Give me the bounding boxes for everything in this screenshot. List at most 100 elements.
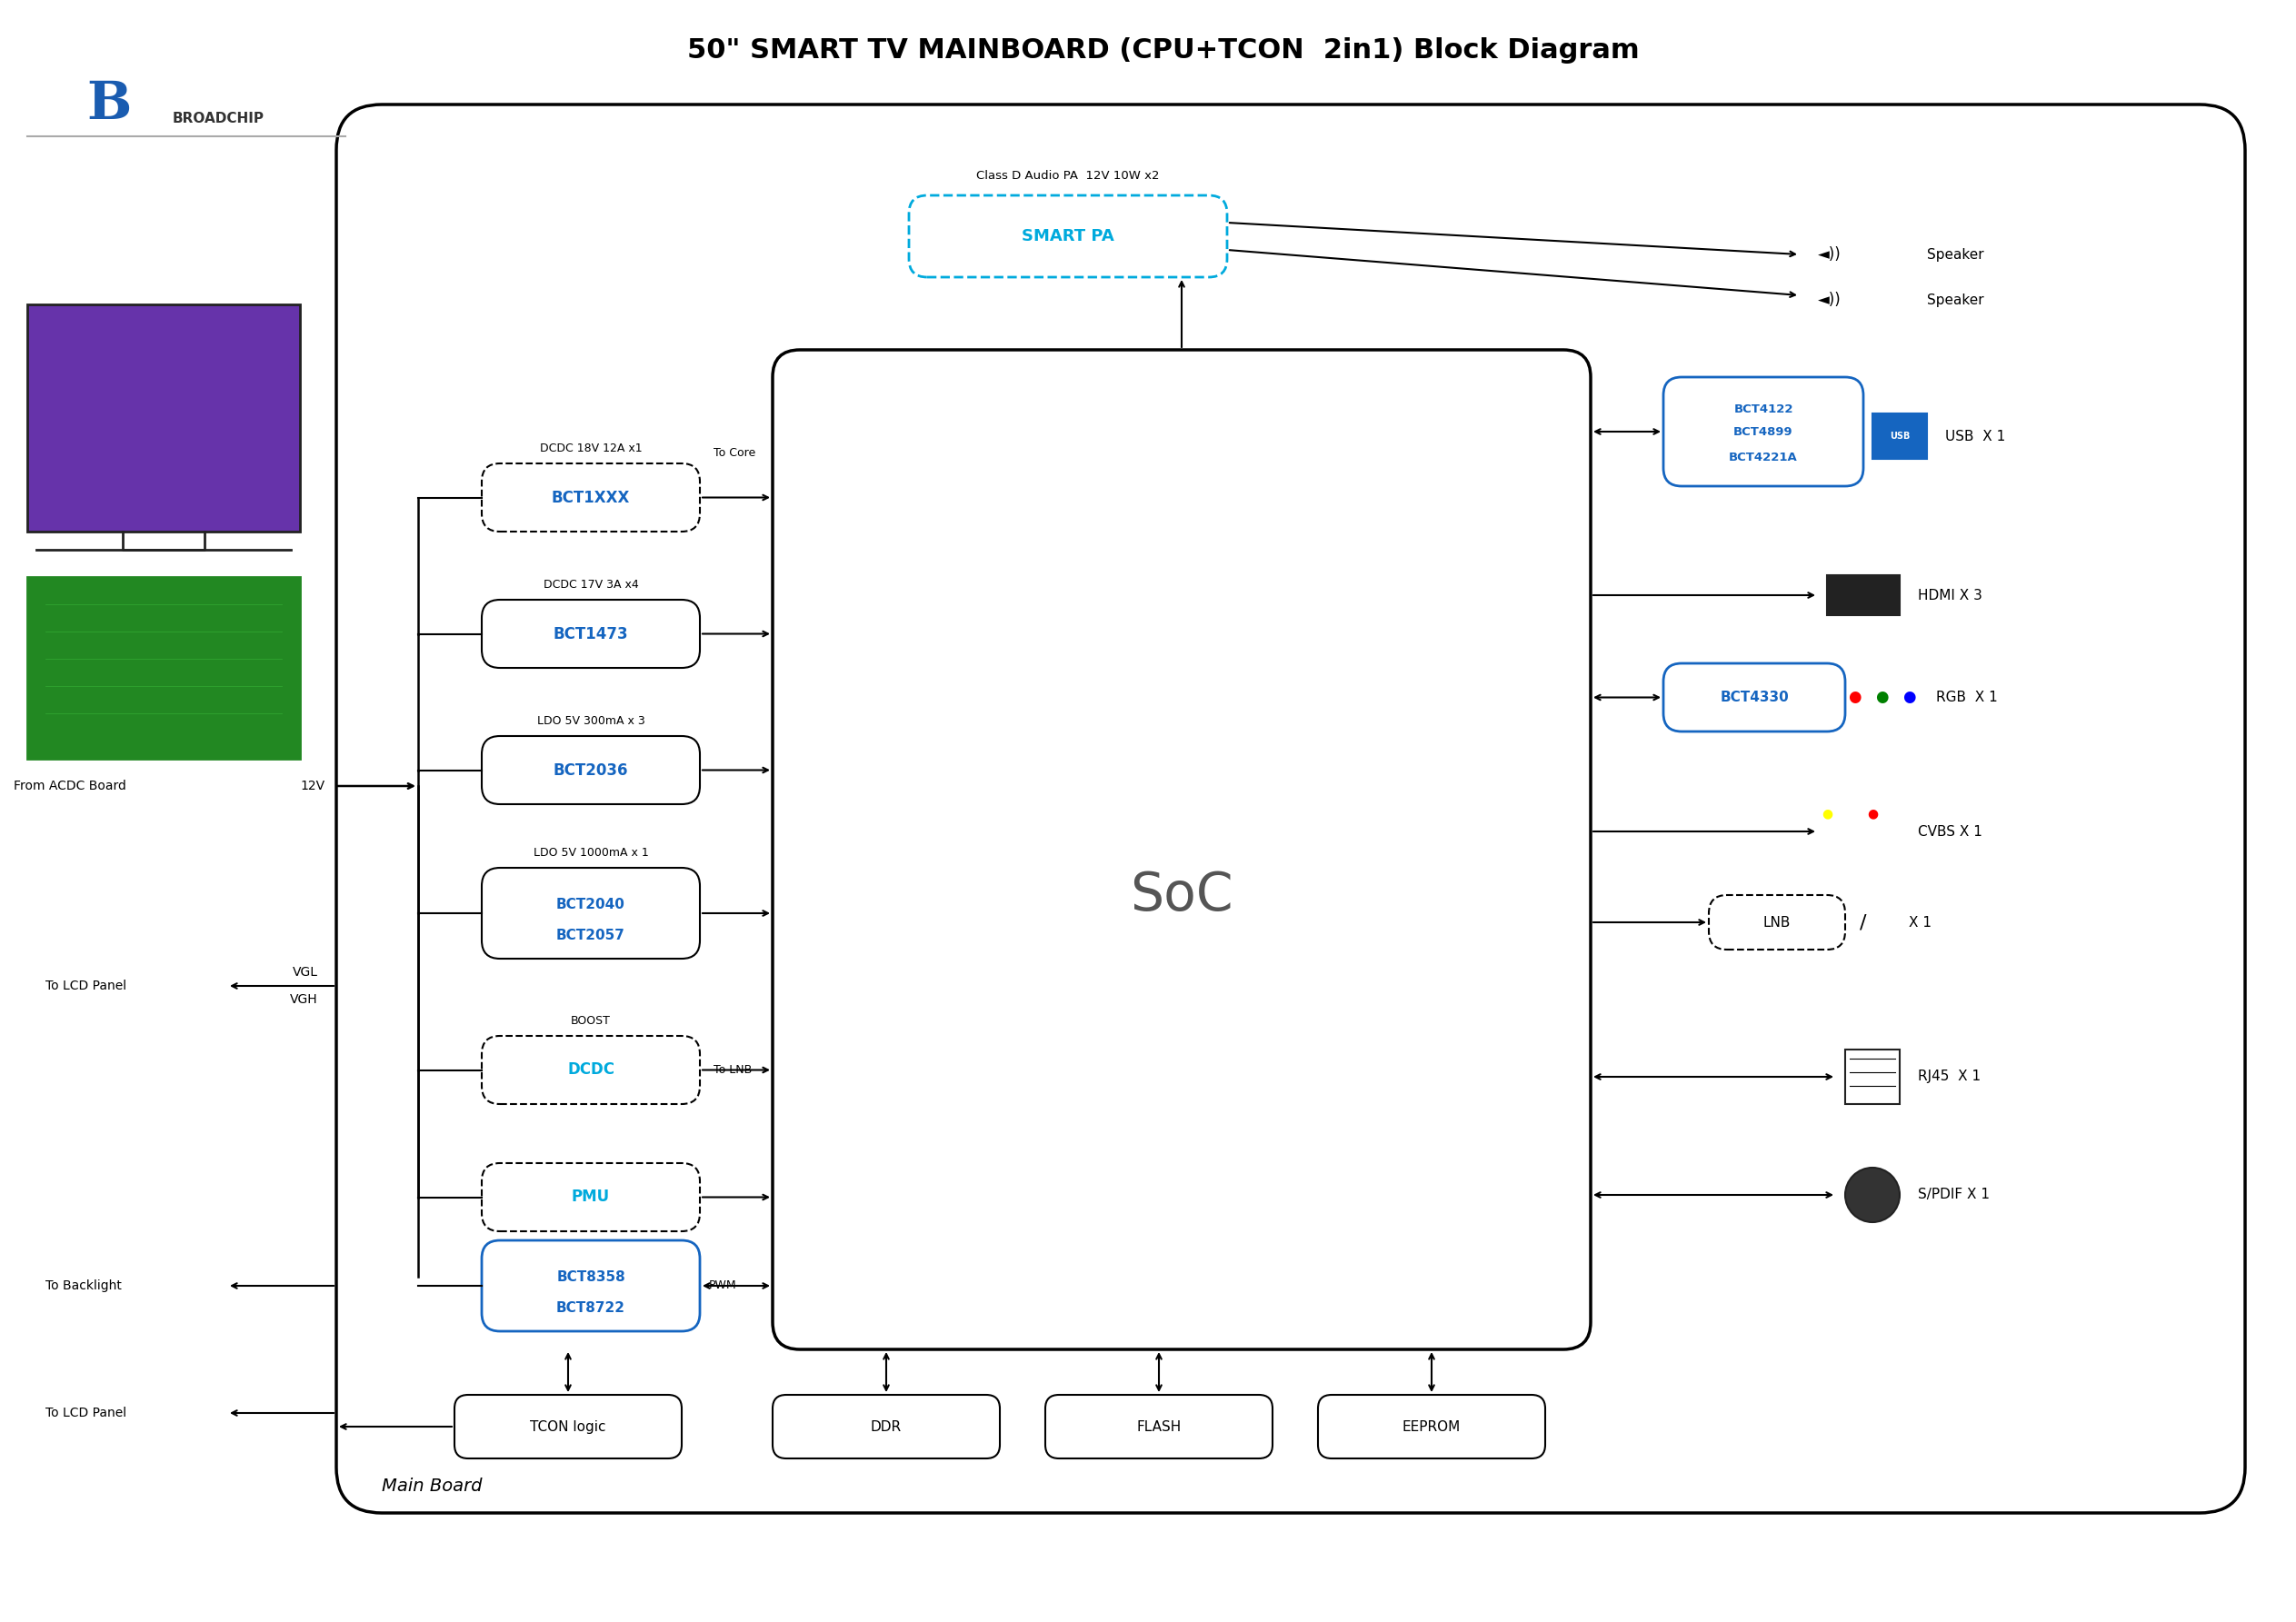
Text: SoC: SoC (1130, 869, 1233, 921)
FancyBboxPatch shape (482, 1241, 700, 1332)
Text: X 1: X 1 (1908, 915, 1931, 929)
FancyBboxPatch shape (482, 736, 700, 805)
Bar (1846, 1049, 1899, 1105)
Text: B: B (377, 1085, 441, 1158)
Text: B: B (1968, 722, 2032, 795)
Text: B: B (877, 722, 941, 795)
Text: DDR: DDR (870, 1419, 902, 1434)
Text: 50" SMART TV MAINBOARD (CPU+TCON  2in1) Block Diagram: 50" SMART TV MAINBOARD (CPU+TCON 2in1) B… (687, 37, 1639, 63)
Text: SMART PA: SMART PA (1022, 229, 1114, 245)
Text: To LCD Panel: To LCD Panel (46, 1406, 126, 1419)
Text: Main Board: Main Board (381, 1478, 482, 1494)
Text: DCDC 18V 12A x1: DCDC 18V 12A x1 (540, 443, 643, 454)
Text: BROADCHIP: BROADCHIP (2007, 1171, 2082, 1182)
Circle shape (1846, 1168, 1899, 1223)
FancyBboxPatch shape (482, 600, 700, 668)
FancyBboxPatch shape (1045, 1395, 1272, 1458)
FancyBboxPatch shape (774, 1395, 999, 1458)
Bar (28, 305, 301, 532)
Text: BROADCHIP: BROADCHIP (916, 443, 992, 456)
Text: BCT4122: BCT4122 (1733, 402, 1793, 415)
Text: To Core: To Core (714, 448, 755, 459)
Text: ◄)): ◄)) (1818, 292, 1841, 308)
Text: B: B (87, 79, 131, 130)
Text: BROADCHIP: BROADCHIP (2007, 806, 2082, 819)
Text: ●: ● (1821, 806, 1832, 819)
Text: Class D Audio PA  12V 10W x2: Class D Audio PA 12V 10W x2 (976, 170, 1159, 182)
Text: B: B (377, 722, 441, 795)
Text: DCDC: DCDC (567, 1062, 615, 1079)
FancyBboxPatch shape (482, 1163, 700, 1231)
Text: LNB: LNB (1763, 915, 1791, 929)
Text: ●: ● (1901, 689, 1915, 706)
Text: BROADCHIP: BROADCHIP (418, 806, 491, 819)
Text: Speaker: Speaker (1926, 294, 1984, 307)
Text: BCT2040: BCT2040 (556, 897, 625, 912)
FancyBboxPatch shape (455, 1395, 682, 1458)
Text: BCT4330: BCT4330 (1720, 691, 1789, 704)
Text: BROADCHIP: BROADCHIP (2007, 443, 2082, 456)
Bar (28, 577, 301, 759)
Text: FLASH: FLASH (1137, 1419, 1180, 1434)
FancyBboxPatch shape (1708, 895, 1846, 949)
Text: BCT4221A: BCT4221A (1729, 451, 1798, 462)
Text: BROADCHIP: BROADCHIP (1463, 443, 1538, 456)
Text: From ACDC Board: From ACDC Board (14, 780, 126, 793)
Text: ●: ● (1867, 806, 1878, 819)
Text: 12V: 12V (301, 780, 324, 793)
Text: LDO 5V 300mA x 3: LDO 5V 300mA x 3 (537, 715, 645, 727)
FancyBboxPatch shape (1662, 663, 1846, 732)
Text: /: / (1860, 913, 1867, 931)
Text: S/PDIF X 1: S/PDIF X 1 (1917, 1187, 1991, 1202)
Text: VGH: VGH (289, 993, 319, 1006)
Text: BROADCHIP: BROADCHIP (916, 806, 992, 819)
Text: B: B (1968, 358, 2032, 431)
Text: TCON logic: TCON logic (530, 1419, 606, 1434)
FancyBboxPatch shape (774, 350, 1591, 1350)
Text: B: B (877, 358, 941, 431)
Text: ●: ● (1876, 689, 1887, 706)
Text: BROADCHIP: BROADCHIP (916, 1171, 992, 1182)
Text: BROADCHIP: BROADCHIP (172, 112, 264, 125)
Text: USB: USB (1890, 431, 1910, 441)
Text: ●: ● (1844, 806, 1855, 819)
Text: PWM: PWM (709, 1280, 737, 1291)
Text: BCT2036: BCT2036 (553, 762, 629, 779)
Text: EEPROM: EEPROM (1403, 1419, 1460, 1434)
Text: PMU: PMU (572, 1189, 611, 1205)
Text: RGB  X 1: RGB X 1 (1936, 691, 1998, 704)
Text: BCT2057: BCT2057 (556, 929, 625, 942)
FancyBboxPatch shape (1662, 376, 1864, 487)
Text: To LNB: To LNB (714, 1064, 751, 1075)
Text: CVBS X 1: CVBS X 1 (1917, 824, 1981, 839)
Text: B: B (1421, 1085, 1486, 1158)
Text: BOOST: BOOST (572, 1015, 611, 1027)
Bar (1874, 414, 1926, 459)
Text: BCT4899: BCT4899 (1733, 425, 1793, 438)
Bar (1828, 576, 1899, 615)
FancyBboxPatch shape (335, 104, 2245, 1513)
Text: BCT1XXX: BCT1XXX (551, 490, 629, 506)
Text: B: B (1421, 358, 1486, 431)
Text: DCDC 17V 3A x4: DCDC 17V 3A x4 (544, 579, 638, 590)
Text: B: B (1968, 1085, 2032, 1158)
FancyBboxPatch shape (482, 868, 700, 959)
Text: BROADCHIP: BROADCHIP (418, 1171, 491, 1182)
Text: ◄)): ◄)) (1818, 247, 1841, 263)
Text: BROADCHIP: BROADCHIP (418, 443, 491, 456)
Text: To Backlight: To Backlight (46, 1280, 122, 1293)
Text: Speaker: Speaker (1926, 248, 1984, 261)
Text: ●: ● (1848, 689, 1860, 706)
Text: BCT1473: BCT1473 (553, 626, 629, 642)
FancyBboxPatch shape (1318, 1395, 1545, 1458)
Text: BCT8358: BCT8358 (556, 1270, 625, 1283)
Text: USB  X 1: USB X 1 (1945, 430, 2004, 443)
FancyBboxPatch shape (909, 195, 1226, 277)
Text: BCT8722: BCT8722 (556, 1302, 625, 1315)
Text: BROADCHIP: BROADCHIP (1463, 1171, 1538, 1182)
Text: To LCD Panel: To LCD Panel (46, 980, 126, 993)
Text: B: B (377, 358, 441, 431)
Text: LDO 5V 1000mA x 1: LDO 5V 1000mA x 1 (533, 847, 647, 858)
Text: RJ45  X 1: RJ45 X 1 (1917, 1071, 1981, 1083)
Text: VGL: VGL (292, 967, 319, 978)
